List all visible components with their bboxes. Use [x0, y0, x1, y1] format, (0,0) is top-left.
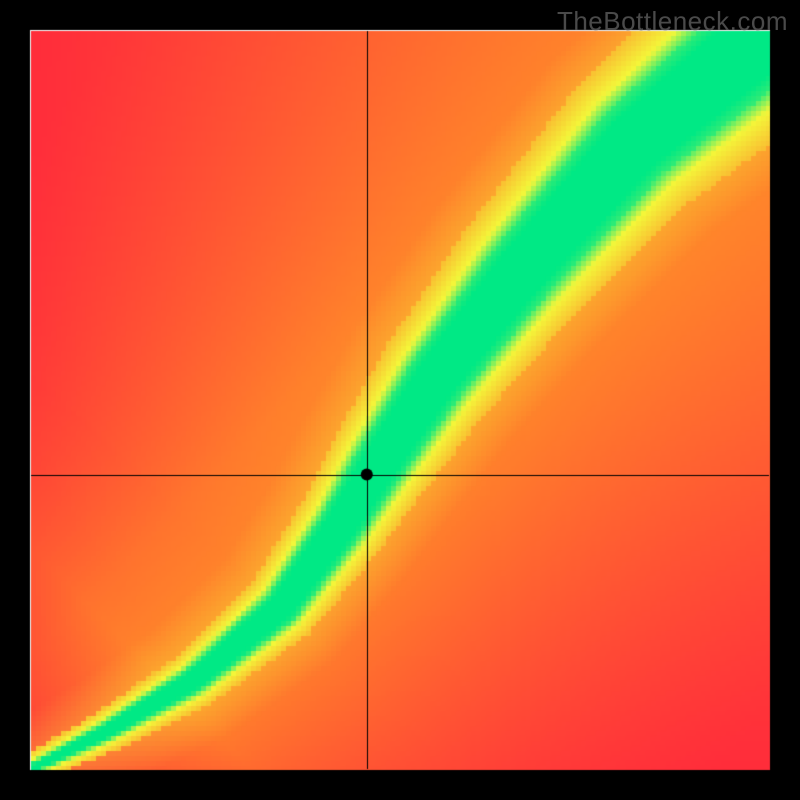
heatmap-canvas [0, 0, 800, 800]
chart-container: TheBottleneck.com [0, 0, 800, 800]
watermark-label: TheBottleneck.com [557, 6, 788, 37]
